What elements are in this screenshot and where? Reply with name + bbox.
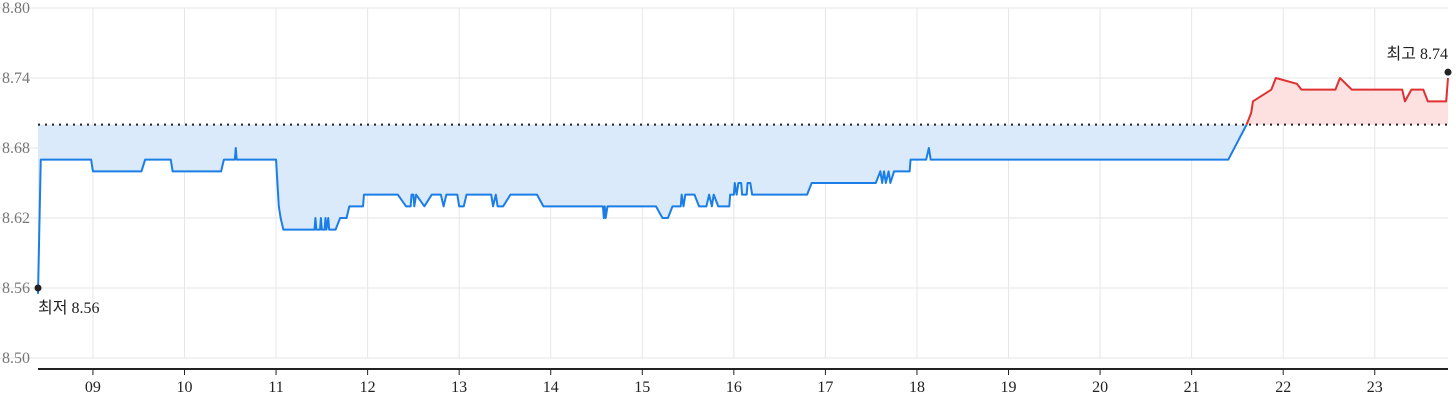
axes [38, 368, 1448, 375]
area-fills [38, 78, 1448, 294]
x-tick-label: 14 [543, 379, 559, 396]
x-tick-label: 11 [268, 379, 283, 396]
x-tick-label: 21 [1184, 379, 1200, 396]
x-tick-label: 15 [634, 379, 650, 396]
x-tick-label: 09 [85, 379, 101, 396]
x-tick-label: 13 [451, 379, 467, 396]
area-fill-below [38, 124, 1247, 294]
x-tick-label: 16 [726, 379, 742, 396]
x-tick-label: 17 [817, 379, 833, 396]
y-tick-label: 8.62 [2, 210, 30, 227]
x-tick-label: 20 [1092, 379, 1108, 396]
max-marker [1444, 68, 1452, 76]
x-tick-label: 22 [1275, 379, 1291, 396]
series-lines [37, 77, 1449, 294]
annotations: 최저 8.56 최고 8.74 [34, 45, 1452, 317]
x-tick-label: 19 [1001, 379, 1017, 396]
min-marker [34, 284, 42, 292]
tick-labels: 8.50 8.56 8.62 8.68 8.74 8.80 09 10 11 12 13 14 15 16… [2, 0, 1383, 396]
max-label: 최고 8.74 [1387, 45, 1448, 63]
y-tick-label: 8.50 [2, 350, 30, 367]
x-tick-label: 18 [909, 379, 925, 396]
x-tick-label: 12 [360, 379, 376, 396]
series-line-above [1245, 77, 1449, 126]
series-line-below [37, 124, 1248, 294]
x-tick-label: 10 [176, 379, 192, 396]
y-tick-label: 8.56 [2, 280, 30, 297]
x-tick-label: 23 [1367, 379, 1383, 396]
y-tick-label: 8.80 [2, 0, 30, 17]
y-tick-label: 8.68 [2, 140, 30, 157]
min-label: 최저 8.56 [38, 299, 99, 317]
y-tick-label: 8.74 [2, 70, 30, 87]
